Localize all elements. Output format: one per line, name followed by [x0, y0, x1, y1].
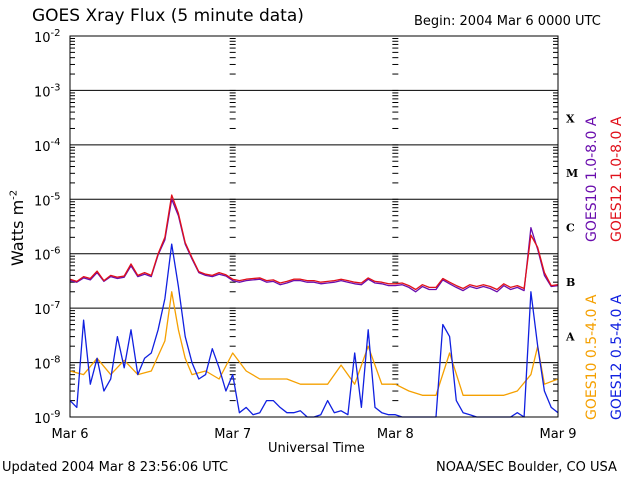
updated-timestamp: Updated 2004 Mar 8 23:56:06 UTC — [2, 460, 229, 475]
y-tick-labels: 10-9 10-8 10-7 10-6 10-5 10-4 10-3 10-2 — [34, 28, 61, 427]
legend-goes12-long: GOES12 1.0-8.0 A — [609, 116, 625, 242]
legend-goes10-short: GOES10 0.5-4.0 A — [584, 294, 600, 420]
decade-gridlines — [70, 89, 558, 364]
y-axis-label: Watts m-2 — [8, 189, 27, 266]
x-axis-label: Universal Time — [268, 441, 365, 456]
y-tick-label: 10-4 — [34, 137, 61, 155]
series-lines — [69, 194, 559, 418]
y-tick-label: 10-2 — [34, 28, 61, 46]
y-tick-label: 10-9 — [34, 409, 61, 427]
y-tick-label: 10-8 — [34, 355, 61, 373]
legend-goes10-long: GOES10 1.0-8.0 A — [584, 116, 600, 242]
series-line — [69, 198, 559, 293]
flare-class-label: X — [566, 113, 575, 126]
axis-ticks — [70, 37, 558, 418]
series-line — [69, 291, 559, 396]
legend-goes12-short: GOES12 0.5-4.0 A — [609, 294, 625, 420]
chart-title: GOES Xray Flux (5 minute data) — [32, 6, 304, 26]
y-tick-label: 10-7 — [34, 300, 61, 318]
flare-class-label: A — [565, 330, 575, 343]
x-tick-label: Mar 8 — [377, 427, 414, 442]
plot-frame — [69, 35, 559, 418]
x-tick-label: Mar 7 — [214, 427, 251, 442]
flare-class-label: C — [566, 222, 575, 235]
begin-time: Begin: 2004 Mar 6 0000 UTC — [414, 14, 601, 29]
flare-class-labels: A B C M X — [565, 113, 578, 344]
source-credit: NOAA/SEC Boulder, CO USA — [436, 460, 617, 475]
x-tick-labels: Mar 6 Mar 7 Mar 8 Mar 9 — [52, 427, 577, 442]
y-tick-label: 10-3 — [34, 82, 61, 100]
flare-class-label: M — [566, 167, 578, 180]
x-tick-label: Mar 6 — [52, 427, 89, 442]
series-line — [69, 194, 559, 291]
series-line — [69, 243, 559, 418]
y-tick-label: 10-5 — [34, 191, 61, 209]
x-tick-label: Mar 9 — [540, 427, 577, 442]
y-tick-label: 10-6 — [34, 246, 61, 264]
flare-class-label: B — [566, 276, 575, 289]
